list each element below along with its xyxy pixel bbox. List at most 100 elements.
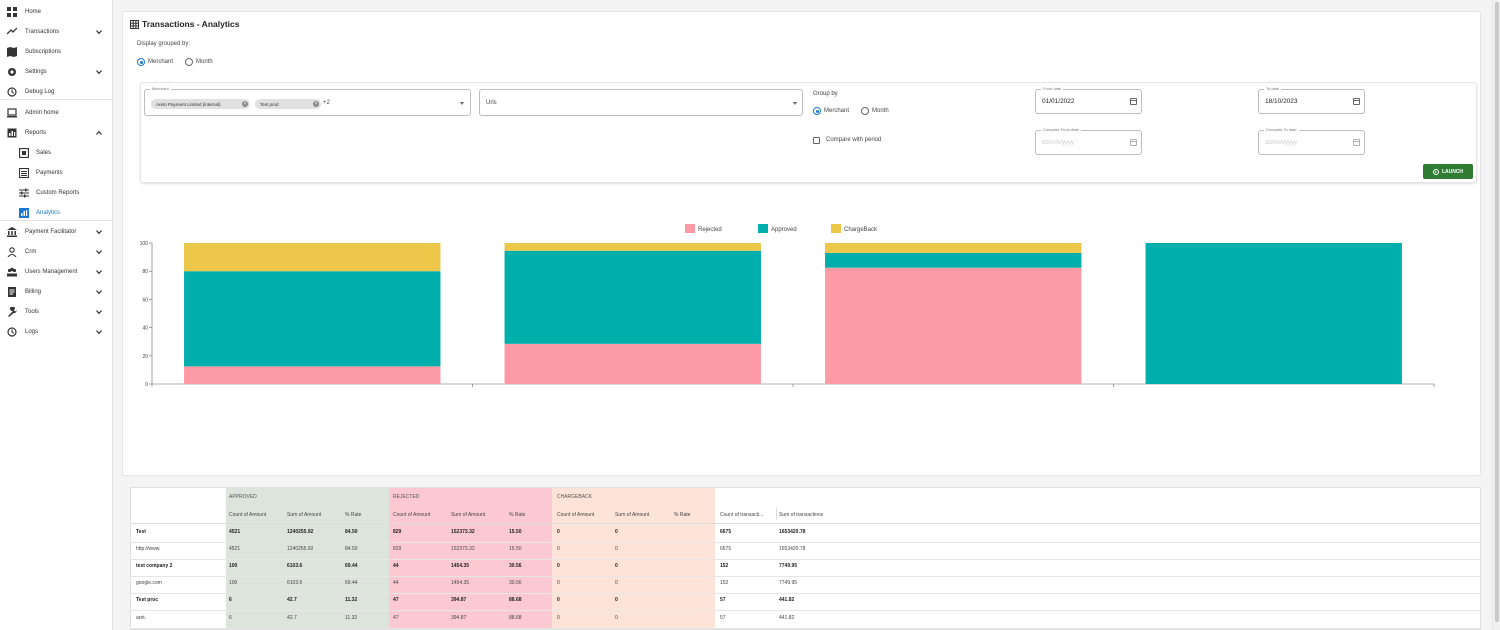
compare-label: Compare with period (826, 137, 882, 143)
sidebar-item-custom-reports[interactable]: Custom Reports (0, 183, 113, 203)
sidebar-item-crm[interactable]: Crm (0, 242, 113, 262)
launch-button[interactable]: LAUNCH (1423, 164, 1473, 179)
sidebar-item-home[interactable]: Home (0, 2, 113, 22)
table-cell: 69.44 (345, 580, 358, 586)
legend-swatch-rejected (685, 224, 695, 233)
bank-icon (7, 227, 17, 237)
table-row-label: aret. (136, 615, 147, 621)
sidebar-item-analytics[interactable]: Analytics (0, 203, 113, 223)
table-row-divider (131, 559, 1480, 560)
merchant-select[interactable]: Merchant Areto Payment Limited (internal… (144, 86, 471, 116)
table-group-header: REJECTED (393, 494, 420, 500)
radio-selected-icon (137, 58, 145, 66)
table-cell: 1240255.92 (287, 529, 314, 535)
group-radio-merchant[interactable]: Merchant (137, 58, 173, 66)
column-divider (776, 508, 777, 520)
compare-to-date-field[interactable]: Compare To date dd/mm/yyyy (1258, 127, 1365, 155)
legend-label-rejected: Rejected (698, 227, 722, 233)
table-cell: 394.87 (451, 597, 467, 603)
list-icon (19, 168, 29, 178)
table-cell: 0 (557, 580, 560, 586)
map-icon (7, 47, 17, 57)
table-cell: 42.7 (287, 597, 297, 603)
sidebar-item-label: Debug Log (25, 89, 55, 95)
sidebar-item-label: Logs (25, 329, 39, 335)
to-date-field[interactable]: To date 18/10/2023 (1258, 86, 1365, 114)
compare-from-date-field[interactable]: Compare From date dd/mm/yyyy (1035, 127, 1142, 155)
grouped-by-label: Display grouped by: (137, 41, 191, 47)
table-cell: 6675 (720, 529, 732, 535)
legend-swatch-chargeback (831, 224, 841, 233)
table-column-header: Sum of Amount (451, 512, 486, 518)
sidebar-item-reports[interactable]: Reports (0, 123, 113, 143)
legend-label-approved: Approved (771, 227, 797, 233)
page-scrollbar[interactable] (1492, 0, 1500, 630)
merchant-chip[interactable]: Test prod × (255, 99, 321, 109)
sidebar-item-users-management[interactable]: Users Management (0, 262, 113, 282)
sidebar-item-sales[interactable]: Sales (0, 143, 113, 163)
table-row-label: google.com (136, 580, 162, 586)
sidebar-divider (0, 220, 113, 221)
calendar-icon[interactable] (1353, 98, 1360, 105)
sidebar-item-debug-log[interactable]: Debug Log (0, 82, 113, 102)
scrollbar-thumb[interactable] (1495, 2, 1499, 622)
chevron-down-icon (96, 250, 102, 255)
table-row-divider (131, 576, 1480, 577)
table-cell: 0 (615, 597, 618, 603)
table-column-header: Sum of transactions (779, 512, 824, 518)
table-cell: 152 (720, 580, 729, 586)
group-radio-month[interactable]: Month (185, 58, 213, 66)
table-cell: 15.50 (509, 529, 522, 535)
y-tick-label: 0 (145, 382, 148, 388)
sidebar-item-tools[interactable]: Tools (0, 302, 113, 322)
group-icon (7, 267, 17, 277)
chevron-down-icon (96, 310, 102, 315)
urls-select[interactable]: Urls (479, 89, 803, 116)
wrench-icon (7, 307, 17, 317)
chevron-down-icon (96, 70, 102, 75)
sidebar-item-payments[interactable]: Payments (0, 163, 113, 183)
calendar-icon[interactable] (1353, 139, 1360, 146)
table-cell: 0 (557, 615, 560, 621)
sidebar-item-transactions[interactable]: Transactions (0, 22, 113, 42)
calendar-icon[interactable] (1130, 98, 1137, 105)
sidebar-item-payment-facilitator[interactable]: Payment Facilitator (0, 222, 113, 242)
table-cell: 11.32 (345, 615, 358, 621)
table-cell: 47 (393, 597, 399, 603)
table-row-label: http://www. (136, 546, 161, 552)
table-cell: 1454.35 (451, 563, 470, 569)
group-by-merchant[interactable]: Merchant (813, 107, 849, 115)
calendar-icon[interactable] (1130, 139, 1137, 146)
group-by-month[interactable]: Month (861, 107, 889, 115)
table-cell: 0 (557, 546, 560, 552)
sidebar-item-admin-home[interactable]: Admin home (0, 103, 113, 123)
sidebar-divider (0, 99, 113, 100)
table-row-divider (131, 593, 1480, 594)
sidebar-item-label: Sales (36, 150, 52, 156)
table-cell: 84.50 (345, 546, 358, 552)
chip-remove-icon[interactable]: × (242, 101, 248, 107)
sidebar-item-label: Payments (36, 170, 63, 176)
sidebar-item-logs[interactable]: Logs (0, 322, 113, 342)
sidebar-item-label: Reports (25, 130, 47, 136)
table-cell: 394.87 (451, 615, 467, 621)
table-column-header: Count of Amount (557, 512, 595, 518)
from-date-field[interactable]: From date 01/01/2022 (1035, 86, 1142, 114)
play-circle-icon (1432, 168, 1439, 175)
compare-checkbox[interactable] (813, 137, 820, 144)
sidebar-item-label: Crm (25, 249, 37, 255)
table-row-divider (131, 628, 1480, 629)
chip-remove-icon[interactable]: × (313, 101, 319, 107)
sidebar-item-settings[interactable]: Settings (0, 62, 113, 82)
merchant-chip[interactable]: Areto Payment Limited (internal) × (151, 99, 250, 109)
bar-approved-1 (504, 250, 761, 344)
sidebar-item-subscriptions[interactable]: Subscriptions (0, 42, 113, 62)
sidebar-item-billing[interactable]: Billing (0, 282, 113, 302)
table-column-header: % Rate (509, 512, 526, 518)
table-cell: 6 (229, 597, 232, 603)
table-cell: 0 (615, 615, 618, 621)
table-cell: 0 (557, 529, 560, 535)
table-cell: 30.56 (509, 580, 522, 586)
table-cell: 11.32 (345, 597, 358, 603)
chargeback-column-band (552, 488, 715, 629)
